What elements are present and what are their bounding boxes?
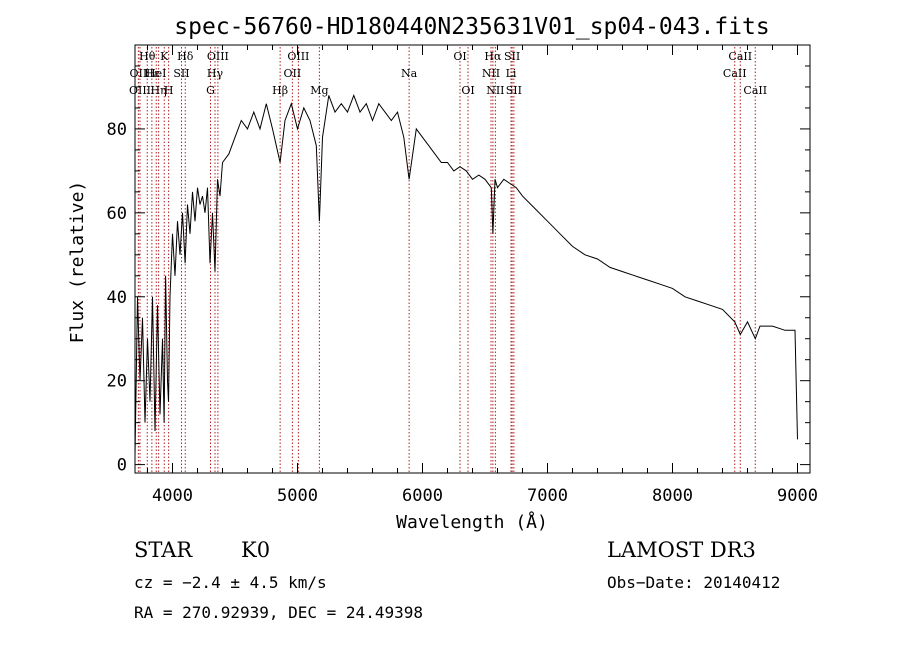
line-label-16: Mg bbox=[310, 84, 328, 97]
y-axis-label: Flux (relative) bbox=[67, 181, 88, 344]
line-label-1: OII bbox=[130, 67, 148, 80]
object-class: STAR bbox=[134, 538, 193, 562]
y-tick-label-1: 20 bbox=[107, 372, 127, 392]
x-axis-label: Wavelength (Å) bbox=[396, 511, 548, 533]
subclass: K0 bbox=[241, 538, 271, 562]
line-label-12: G bbox=[206, 84, 215, 97]
line-label-11: Hγ bbox=[207, 67, 224, 80]
x-tick-label-4: 8000 bbox=[652, 486, 693, 506]
line-label-13: OIII bbox=[287, 50, 309, 63]
line-label-8: Hδ bbox=[177, 50, 194, 63]
x-tick-label-5: 9000 bbox=[777, 486, 818, 506]
line-label-9: SII bbox=[173, 67, 189, 80]
line-label-5: HeI bbox=[146, 67, 166, 80]
line-label-27: CaII bbox=[728, 50, 752, 63]
line-label-17: Na bbox=[401, 67, 418, 80]
line-label-18: OI bbox=[453, 50, 466, 63]
line-label-6: K bbox=[160, 50, 169, 63]
spectral-line-markers bbox=[137, 47, 756, 472]
y-tick-label-4: 80 bbox=[107, 120, 127, 140]
plot-frame bbox=[134, 44, 811, 474]
redshift-cz: cz = −2.4 ± 4.5 km/s bbox=[134, 573, 327, 592]
survey-name: LAMOST DR3 bbox=[607, 538, 756, 562]
line-label-3: Hε bbox=[144, 67, 160, 80]
line-label-4: Hη bbox=[151, 84, 167, 97]
line-label-19: OI bbox=[461, 84, 474, 97]
x-tick-label-0: 4000 bbox=[152, 486, 193, 506]
line-label-15: Hβ bbox=[272, 84, 288, 97]
x-tick-label-2: 6000 bbox=[402, 486, 443, 506]
spectral-line-labels: Hθ OII OIII Hε Hη HeI K H Hδ SII OIII Hγ G OIII OII Hβ M… bbox=[129, 50, 767, 97]
line-label-24: Li bbox=[506, 67, 517, 80]
line-label-26: CaII bbox=[723, 67, 747, 80]
line-label-23: SII bbox=[504, 50, 520, 63]
y-axis-ticks: 0 20 40 60 80 bbox=[107, 65, 810, 476]
y-tick-label-3: 60 bbox=[107, 204, 127, 224]
line-label-20: Hα bbox=[484, 50, 502, 63]
line-label-21: NII bbox=[482, 67, 500, 80]
line-label-14: OII bbox=[284, 67, 302, 80]
x-tick-label-3: 7000 bbox=[527, 486, 568, 506]
x-axis-ticks: 4000 5000 6000 7000 8000 9000 bbox=[147, 45, 818, 506]
x-tick-label-1: 5000 bbox=[277, 486, 318, 506]
line-label-7: H bbox=[164, 84, 174, 97]
line-label-28: CaII bbox=[743, 84, 767, 97]
coordinates: RA = 270.92939, DEC = 24.49398 bbox=[134, 603, 423, 622]
line-label-0: Hθ bbox=[139, 50, 156, 63]
chart-title: spec-56760-HD180440N235631V01_sp04-043.f… bbox=[174, 14, 769, 40]
spectrum-line bbox=[134, 93, 798, 457]
line-label-10: OIII bbox=[207, 50, 229, 63]
line-label-25: SII bbox=[506, 84, 522, 97]
y-tick-label-2: 40 bbox=[107, 288, 127, 308]
y-tick-label-0: 0 bbox=[117, 456, 127, 476]
observation-date: Obs−Date: 20140412 bbox=[607, 573, 781, 592]
line-label-22: NII bbox=[486, 84, 504, 97]
line-label-2: OIII bbox=[129, 84, 151, 97]
